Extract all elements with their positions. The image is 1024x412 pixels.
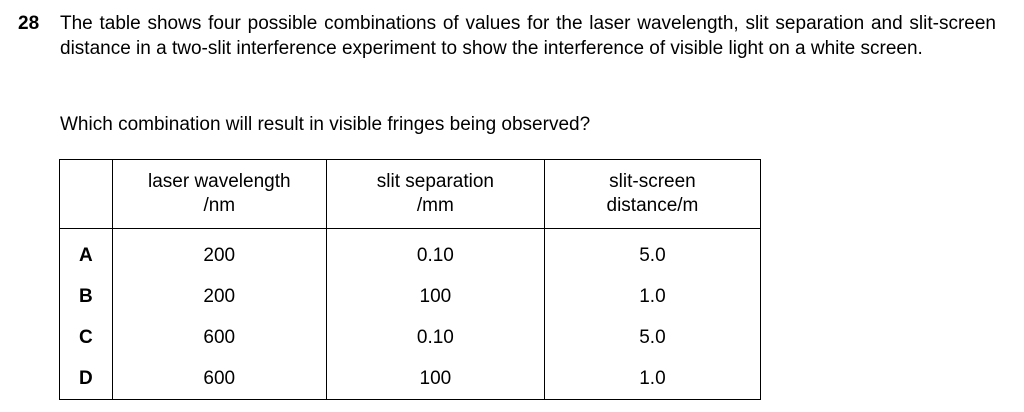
header-unit: /nm xyxy=(203,195,236,216)
answer-table: laser wavelength /nm slit separation /mm… xyxy=(59,159,762,400)
wavelength-cell: 600 xyxy=(111,358,327,400)
distance-cell: 1.0 xyxy=(543,358,762,400)
question-text: The table shows four possible combinatio… xyxy=(60,13,996,59)
wavelength-cell: 600 xyxy=(111,317,327,358)
header-unit: distance/m xyxy=(606,195,699,216)
table-row: A 200 0.10 5.0 xyxy=(59,228,762,276)
table-header-row: laser wavelength /nm slit separation /mm… xyxy=(59,159,762,229)
header-label: slit separation xyxy=(376,171,494,192)
option-label: D xyxy=(59,358,113,400)
distance-cell: 5.0 xyxy=(543,317,762,358)
separation-cell: 0.10 xyxy=(325,228,545,276)
table-row: D 600 100 1.0 xyxy=(59,358,762,400)
wavelength-cell: 200 xyxy=(111,276,327,317)
table-row: C 600 0.10 5.0 xyxy=(59,317,762,358)
header-slit-separation: slit separation /mm xyxy=(325,159,545,229)
distance-cell: 1.0 xyxy=(543,276,762,317)
header-slit-screen-distance: slit-screen distance/m xyxy=(543,159,762,229)
header-unit: /mm xyxy=(416,195,454,216)
header-laser-wavelength: laser wavelength /nm xyxy=(111,159,327,229)
option-label: B xyxy=(59,276,113,317)
option-label: A xyxy=(59,228,113,276)
question-number: 28 xyxy=(18,13,40,34)
separation-cell: 100 xyxy=(325,276,545,317)
distance-cell: 5.0 xyxy=(543,228,762,276)
header-label: slit-screen xyxy=(609,171,696,192)
separation-cell: 100 xyxy=(325,358,545,400)
separation-cell: 0.10 xyxy=(325,317,545,358)
option-label: C xyxy=(59,317,113,358)
table-corner-cell xyxy=(59,159,113,229)
table-row: B 200 100 1.0 xyxy=(59,276,762,317)
question-prompt: Which combination will result in visible… xyxy=(60,114,591,135)
header-label: laser wavelength xyxy=(147,171,291,192)
wavelength-cell: 200 xyxy=(111,228,327,276)
